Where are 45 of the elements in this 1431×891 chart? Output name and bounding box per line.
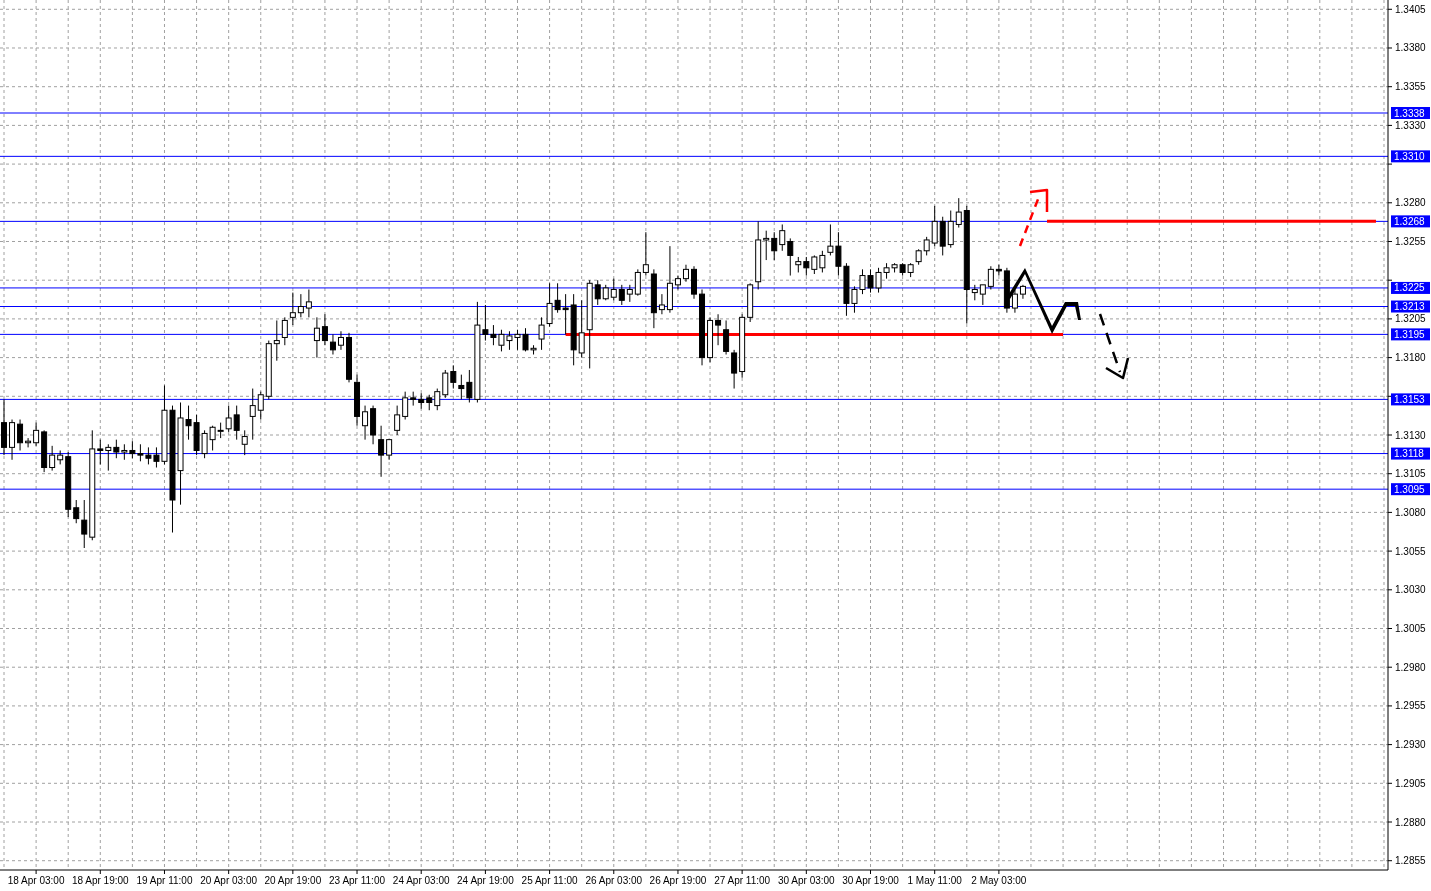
x-tick-label: 30 Apr 19:00 (842, 875, 900, 886)
x-tick-label: 26 Apr 03:00 (585, 875, 643, 886)
ref-line-label: 1.3213 (1394, 301, 1426, 313)
y-tick-label: 1.3055 (1395, 545, 1427, 557)
ref-line-label: 1.3153 (1394, 393, 1426, 405)
ref-line-label: 1.3268 (1394, 215, 1426, 227)
y-tick-label: 1.2930 (1395, 739, 1427, 751)
y-tick-label: 1.2880 (1395, 816, 1427, 828)
y-tick-label: 1.3130 (1395, 429, 1427, 441)
y-tick-label: 1.3105 (1395, 468, 1427, 480)
ref-line-label: 1.3225 (1394, 282, 1426, 294)
x-tick-label: 20 Apr 03:00 (200, 875, 258, 886)
y-tick-label: 1.2855 (1395, 855, 1427, 867)
ref-line-label: 1.3095 (1394, 483, 1426, 495)
x-tick-label: 18 Apr 03:00 (7, 875, 65, 886)
ref-line-label: 1.3118 (1394, 448, 1425, 460)
y-tick-label: 1.3280 (1395, 197, 1427, 209)
y-tick-label: 1.2905 (1395, 777, 1427, 789)
y-tick-label: 1.3255 (1395, 235, 1427, 247)
x-tick-label: 30 Apr 03:00 (777, 875, 836, 886)
x-tick-label: 24 Apr 19:00 (457, 875, 515, 886)
y-tick-label: 1.2980 (1395, 661, 1427, 673)
x-tick-label: 23 Apr 11:00 (329, 875, 386, 886)
y-tick-label: 1.3330 (1395, 119, 1427, 131)
x-tick-label: 20 Apr 19:00 (264, 875, 322, 886)
ref-line-label: 1.3195 (1394, 328, 1426, 340)
ref-line-label: 1.3338 (1394, 107, 1426, 119)
x-tick-label: 18 Apr 19:00 (71, 875, 130, 886)
x-tick-label: 19 Apr 11:00 (136, 875, 193, 886)
y-tick-label: 1.3205 (1395, 313, 1427, 325)
y-tick-label: 1.3005 (1395, 623, 1427, 635)
y-tick-label: 1.3380 (1395, 42, 1427, 54)
y-tick-label: 1.2955 (1395, 700, 1427, 712)
y-tick-label: 1.3355 (1395, 81, 1427, 93)
y-tick-label: 1.3080 (1395, 506, 1427, 518)
x-tick-label: 25 Apr 11:00 (521, 875, 578, 886)
x-tick-label: 1 May 11:00 (907, 875, 963, 886)
y-tick-label: 1.3405 (1395, 3, 1427, 15)
x-tick-label: 27 Apr 11:00 (714, 875, 771, 886)
x-tick-label: 26 Apr 19:00 (649, 875, 707, 886)
ref-line-label: 1.3310 (1394, 150, 1426, 162)
x-tick-label: 2 May 03:00 (971, 875, 1027, 886)
y-tick-label: 1.3030 (1395, 584, 1427, 596)
x-tick-label: 24 Apr 03:00 (392, 875, 451, 886)
y-tick-label: 1.3180 (1395, 352, 1427, 364)
